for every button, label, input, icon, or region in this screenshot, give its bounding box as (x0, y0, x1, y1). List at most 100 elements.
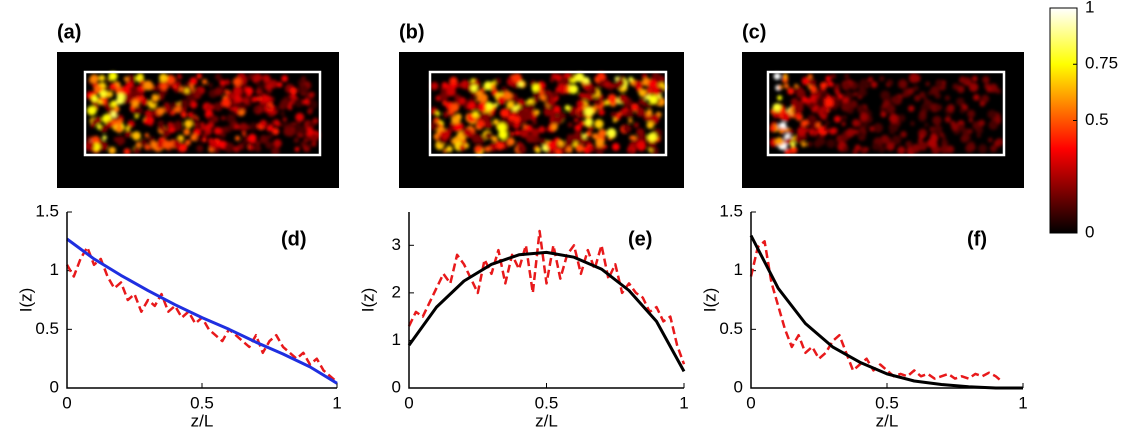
speckle-dot (595, 138, 605, 148)
speckle-dot (450, 113, 455, 118)
speckle-dot (910, 121, 915, 126)
speckle-dot (908, 105, 915, 112)
speckle-dot (106, 91, 113, 98)
x-tick-label: 0.5 (535, 393, 559, 412)
speckle-dot (454, 94, 461, 101)
x-axis-label: z/L (191, 411, 214, 430)
colorbar-tick-label: 0.75 (1085, 54, 1118, 73)
y-tick-label: 2 (392, 282, 401, 301)
speckle-dot (247, 73, 255, 81)
speckle-dot (494, 77, 502, 85)
speckle-dot (512, 110, 517, 116)
speckle-dot (280, 111, 285, 116)
speckle-dot (301, 76, 307, 82)
speckle-dot (226, 92, 235, 101)
speckle-dot (841, 114, 848, 121)
speckle-dot (303, 98, 310, 105)
speckle-dot (967, 143, 976, 152)
speckle-dot (135, 142, 141, 147)
speckle-dot (185, 82, 191, 87)
roi-box (83, 70, 322, 157)
speckle-dot (441, 81, 448, 89)
speckle-dot (228, 146, 234, 152)
speckle-dot (539, 138, 547, 146)
speckle-dot (795, 113, 803, 120)
speckle-dot (308, 91, 315, 98)
speckle-dot (108, 71, 118, 81)
speckle-dot (532, 98, 539, 104)
speckle-dot (196, 73, 202, 79)
speckle-dot (829, 127, 836, 135)
speckle-dot (830, 73, 836, 79)
speckle-dot (929, 126, 936, 133)
axes (66, 212, 337, 389)
speckle-dot (249, 145, 254, 151)
speckle-dot (873, 123, 884, 133)
speckle-dot (932, 115, 942, 126)
speckle-dot (635, 107, 646, 117)
speckle-dot (849, 100, 858, 109)
speckle-dot (110, 100, 118, 108)
speckle-dot (450, 103, 460, 113)
speckle-dot (127, 120, 135, 128)
speckle-dot (201, 137, 207, 143)
speckle-dot (612, 118, 618, 123)
speckle-dot (550, 113, 556, 119)
speckle-dot (219, 79, 226, 87)
speckle-dot (178, 143, 188, 153)
speckle-dot (914, 94, 921, 102)
x-tick-label: 0 (404, 393, 413, 412)
speckle-dot (514, 130, 520, 136)
speckle-dot (310, 133, 319, 142)
speckle-dot (967, 109, 976, 118)
speckle-dot (147, 119, 154, 126)
data-line (749, 240, 1004, 384)
speckle-dot (778, 121, 787, 130)
speckle-dot (793, 136, 799, 141)
speckle-dot (133, 106, 143, 116)
speckle-dot (452, 83, 457, 89)
speckle-dot (641, 134, 649, 142)
speckle-dot (976, 133, 981, 138)
speckle-dot (628, 142, 636, 149)
speckle (429, 72, 667, 156)
speckle-dot (597, 72, 606, 81)
speckle-dot (886, 137, 892, 143)
speckle-dot (90, 123, 95, 128)
speckle-dot (880, 107, 885, 112)
speckle-dot (162, 140, 172, 150)
y-axis-label: I(z) (700, 288, 719, 313)
speckle-dot (647, 103, 653, 109)
speckle-dot (581, 133, 587, 139)
speckle-dot (160, 82, 168, 91)
speckle-dot (801, 141, 807, 147)
speckle-dot (811, 132, 816, 137)
speckle-dot (807, 74, 813, 80)
speckle-dot (886, 79, 894, 86)
speckle-dot (213, 102, 223, 112)
speckle-dot (841, 121, 846, 127)
speckle-dot (470, 84, 478, 92)
speckle-dot (840, 102, 851, 112)
speckle-dot (919, 110, 927, 118)
speckle-dot (435, 111, 441, 116)
speckle-dot (509, 131, 515, 136)
speckle-dot (580, 92, 588, 100)
speckle-dot (886, 142, 895, 151)
speckle-dot (136, 90, 143, 97)
speckle-dot (825, 75, 832, 82)
speckle-dot (519, 128, 529, 138)
speckle-dot (569, 106, 577, 114)
speckle-dot (484, 120, 493, 129)
speckle-dot (453, 123, 463, 132)
speckle-dot (123, 148, 131, 156)
speckle-dot (978, 119, 985, 127)
speckle-dot (835, 90, 840, 96)
speckle-dot (507, 137, 515, 146)
speckle-dot (880, 111, 887, 118)
speckle-dot (239, 123, 246, 131)
y-axis-label: I(z) (358, 288, 377, 313)
speckle-dot (305, 143, 311, 149)
speckle-dot (815, 122, 821, 128)
speckle-dot (822, 110, 828, 116)
